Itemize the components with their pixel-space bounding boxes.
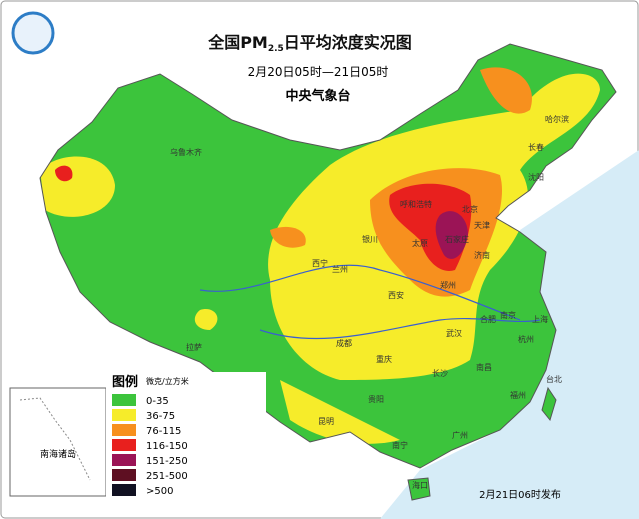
- city: 上海: [532, 314, 548, 324]
- legend-title: 图例: [112, 374, 138, 390]
- legend-label: 151-250: [146, 456, 188, 467]
- level-area: [435, 211, 468, 259]
- city: 兰州: [332, 264, 348, 274]
- legend-swatch: [112, 409, 136, 421]
- title: 全国PM2.5日平均浓度实况图: [207, 33, 412, 54]
- logo: [11, 11, 55, 55]
- inset-line: [19, 397, 91, 481]
- city: 西安: [388, 290, 404, 300]
- city: 南昌: [476, 362, 492, 372]
- inset-box: [9, 387, 107, 497]
- city: 哈尔滨: [545, 114, 569, 124]
- legend-swatch: [112, 439, 136, 451]
- city: 银川: [362, 234, 378, 244]
- city: 郑州: [440, 280, 456, 290]
- city: 武汉: [446, 328, 462, 338]
- city: 北京: [462, 204, 478, 214]
- title-rest: 日平均浓度实况图: [284, 33, 412, 52]
- legend-swatch: [112, 454, 136, 466]
- legend-label: 116-150: [146, 441, 188, 452]
- legend-swatch: [112, 394, 136, 406]
- title-main: 全国PM: [207, 33, 268, 52]
- level-area: [480, 67, 532, 114]
- city: 成都: [336, 338, 352, 348]
- city: 台北: [546, 374, 562, 384]
- level-area: [194, 309, 218, 330]
- cities: 乌鲁木齐 哈尔滨 长春 沈阳 呼和浩特 北京 天津 石家庄 太原 济南 银川 兰…: [170, 114, 569, 490]
- city: 海口: [412, 480, 428, 490]
- period: 2月20日05时—21日05时: [248, 65, 389, 79]
- title-sub: 2.5: [268, 44, 284, 54]
- city: 济南: [474, 250, 490, 260]
- city: 长沙: [432, 368, 448, 378]
- inset: 南海诸岛: [9, 387, 107, 497]
- level-area: [280, 380, 400, 444]
- issuer: 中央气象台: [285, 88, 350, 104]
- city: 乌鲁木齐: [170, 147, 202, 157]
- legend-unit: 微克/立方米: [146, 376, 189, 386]
- river: [199, 264, 521, 321]
- legend-swatch: [112, 484, 136, 496]
- legend-label: 0-35: [146, 396, 169, 407]
- city: 呼和浩特: [400, 199, 432, 209]
- inset-label: 南海诸岛: [40, 448, 76, 460]
- city: 天津: [474, 220, 490, 230]
- legend: 图例 微克/立方米 0-35 36-75 76-115 116-150 151-250 2…: [106, 372, 266, 500]
- river: [259, 317, 541, 340]
- city: 杭州: [518, 334, 534, 344]
- city: 福州: [510, 391, 526, 400]
- legend-label: 36-75: [146, 411, 175, 422]
- city: 贵阳: [368, 394, 384, 404]
- city: 太原: [412, 238, 428, 248]
- level-area: [270, 226, 306, 248]
- city: 南宁: [392, 440, 408, 450]
- city: 沈阳: [528, 172, 544, 182]
- published: 2月21日06时发布: [479, 488, 561, 501]
- city: 长春: [528, 142, 544, 152]
- legend-swatch: [112, 469, 136, 481]
- legend-label: >500: [146, 486, 173, 497]
- city: 拉萨: [186, 342, 202, 352]
- level-area: [55, 165, 73, 182]
- city: 西宁: [312, 258, 328, 268]
- city: 石家庄: [445, 234, 469, 244]
- legend-label: 76-115: [146, 426, 181, 437]
- city: 昆明: [318, 417, 334, 426]
- legend-swatch: [112, 424, 136, 436]
- city: 重庆: [376, 354, 392, 364]
- city: 南京: [500, 310, 516, 320]
- city: 广州: [452, 430, 468, 440]
- legend-label: 251-500: [146, 471, 188, 482]
- sea: [380, 150, 639, 519]
- city: 合肥: [480, 314, 496, 324]
